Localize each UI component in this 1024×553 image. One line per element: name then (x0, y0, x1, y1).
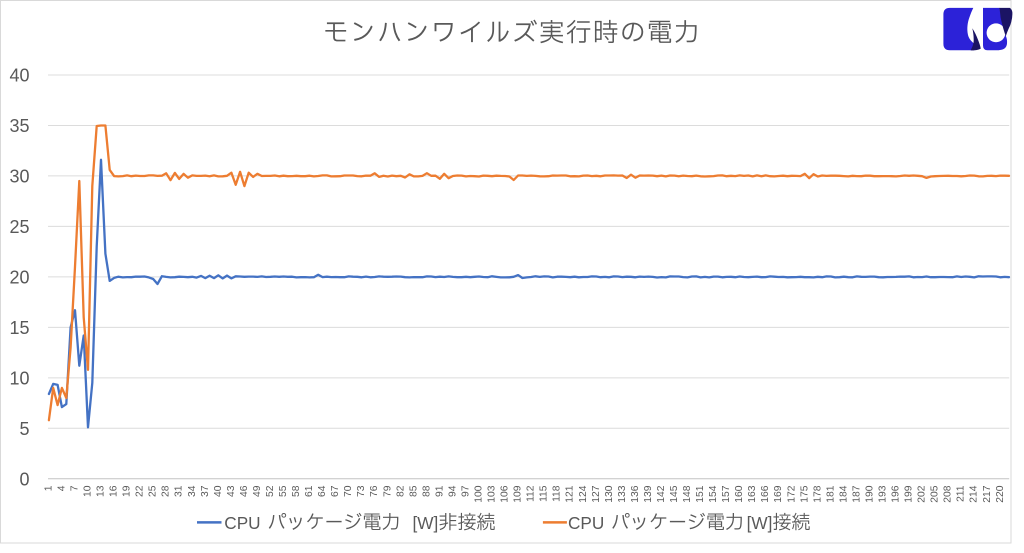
svg-text:7: 7 (70, 485, 81, 491)
svg-text:163: 163 (747, 485, 758, 502)
svg-text:121: 121 (565, 485, 576, 502)
svg-text:76: 76 (369, 485, 380, 497)
svg-text:184: 184 (838, 485, 849, 502)
svg-text:151: 151 (695, 485, 706, 502)
svg-text:61: 61 (304, 485, 315, 497)
svg-text:22: 22 (135, 485, 146, 497)
svg-text:154: 154 (708, 485, 719, 502)
svg-text:13: 13 (96, 485, 107, 497)
svg-text:94: 94 (447, 485, 458, 497)
svg-text:43: 43 (226, 485, 237, 497)
svg-text:0: 0 (19, 469, 29, 489)
svg-text:175: 175 (799, 485, 810, 502)
svg-text:142: 142 (656, 485, 667, 502)
svg-text:CPU: CPU (568, 513, 604, 533)
svg-text:148: 148 (682, 485, 693, 502)
svg-text:37: 37 (200, 485, 211, 497)
svg-text:28: 28 (161, 485, 172, 497)
svg-text:[W]: [W] (413, 513, 439, 533)
svg-text:58: 58 (291, 485, 302, 497)
svg-text:25: 25 (9, 217, 29, 237)
svg-text:10: 10 (83, 485, 94, 497)
svg-text:79: 79 (382, 485, 393, 497)
svg-text:40: 40 (213, 485, 224, 497)
svg-text:70: 70 (343, 485, 354, 497)
svg-text:64: 64 (317, 485, 328, 497)
svg-text:103: 103 (487, 485, 498, 502)
svg-text:139: 139 (643, 485, 654, 502)
svg-text:46: 46 (239, 485, 250, 497)
svg-text:52: 52 (265, 485, 276, 497)
svg-text:160: 160 (734, 485, 745, 502)
svg-text:88: 88 (421, 485, 432, 497)
svg-text:16: 16 (109, 485, 120, 497)
svg-text:112: 112 (526, 485, 537, 502)
svg-text:169: 169 (773, 485, 784, 502)
svg-text:220: 220 (995, 485, 1006, 502)
svg-text:34: 34 (187, 485, 198, 497)
svg-text:CPU: CPU (224, 513, 260, 533)
svg-text:133: 133 (617, 485, 628, 502)
svg-text:166: 166 (760, 485, 771, 502)
svg-text:49: 49 (252, 485, 263, 497)
svg-text:106: 106 (500, 485, 511, 502)
svg-text:181: 181 (825, 485, 836, 502)
svg-text:4: 4 (56, 485, 67, 491)
svg-text:208: 208 (943, 485, 954, 502)
svg-text:35: 35 (9, 116, 29, 136)
svg-text:193: 193 (878, 485, 889, 502)
svg-text:211: 211 (956, 485, 967, 502)
svg-text:40: 40 (9, 66, 29, 86)
svg-text:97: 97 (461, 485, 472, 497)
svg-text:55: 55 (278, 485, 289, 497)
svg-text:118: 118 (552, 485, 563, 502)
svg-text:[W]: [W] (747, 513, 773, 533)
svg-text:25: 25 (148, 485, 159, 497)
svg-text:178: 178 (812, 485, 823, 502)
svg-text:124: 124 (578, 485, 589, 502)
svg-text:30: 30 (9, 166, 29, 186)
svg-text:214: 214 (969, 485, 980, 502)
svg-text:187: 187 (851, 485, 862, 502)
svg-text:67: 67 (330, 485, 341, 497)
svg-text:91: 91 (434, 485, 445, 497)
svg-text:217: 217 (982, 485, 993, 502)
svg-text:136: 136 (630, 485, 641, 502)
svg-text:10: 10 (9, 368, 29, 388)
svg-text:31: 31 (174, 485, 185, 497)
svg-text:85: 85 (408, 485, 419, 497)
svg-text:199: 199 (904, 485, 915, 502)
svg-text:202: 202 (917, 485, 928, 502)
svg-text:20: 20 (9, 267, 29, 287)
svg-text:157: 157 (721, 485, 732, 502)
svg-text:127: 127 (591, 485, 602, 502)
svg-text:19: 19 (122, 485, 133, 497)
svg-text:15: 15 (9, 318, 29, 338)
svg-text:190: 190 (865, 485, 876, 502)
svg-text:205: 205 (930, 485, 941, 502)
svg-text:1: 1 (43, 485, 54, 491)
svg-text:115: 115 (539, 485, 550, 502)
svg-text:5: 5 (19, 419, 29, 439)
svg-text:100: 100 (474, 485, 485, 502)
svg-text:109: 109 (513, 485, 524, 502)
svg-text:73: 73 (356, 485, 367, 497)
svg-text:172: 172 (786, 485, 797, 502)
svg-text:145: 145 (669, 485, 680, 502)
svg-text:82: 82 (395, 485, 406, 497)
svg-text:130: 130 (604, 485, 615, 502)
svg-text:196: 196 (891, 485, 902, 502)
